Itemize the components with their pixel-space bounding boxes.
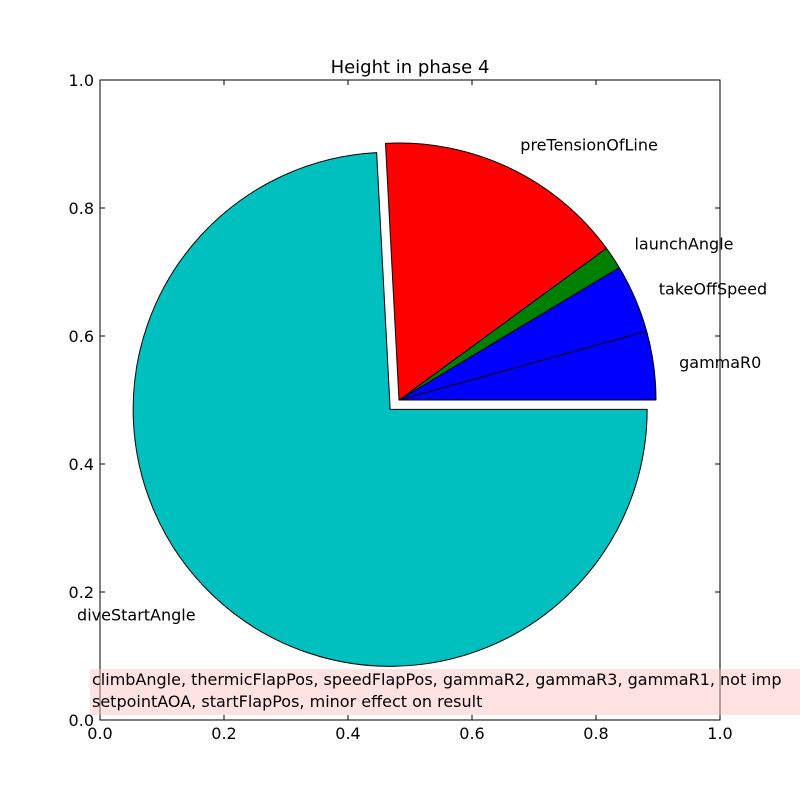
slice-label-preTensionOfLine: preTensionOfLine [520,136,658,155]
slice-label-launchAngle: launchAngle [634,235,733,254]
annotation-line-1: climbAngle, thermicFlapPos, speedFlapPos… [92,670,782,689]
x-tick-label: 0.2 [211,724,236,743]
pie-slice-preTensionOfLine [384,142,607,401]
annotation-box: climbAngle, thermicFlapPos, speedFlapPos… [90,669,800,715]
y-tick-label: 0.6 [69,327,94,346]
x-tick-label: 0.8 [583,724,608,743]
y-tick-label: 0.4 [69,455,94,474]
y-tick-label: 0.0 [69,711,94,730]
x-tick-label: 0.6 [459,724,484,743]
pie-slice-diveStartAngle [132,152,648,667]
chart-title: Height in phase 4 [331,57,490,78]
slice-label-diveStartAngle: diveStartAngle [77,605,196,624]
y-tick-label: 0.2 [69,583,94,602]
y-tick-label: 0.8 [69,199,94,218]
slice-label-takeOffSpeed: takeOffSpeed [659,279,767,298]
annotation-line-2: setpointAOA, startFlapPos, minor effect … [92,692,483,711]
ticks-layer [99,79,721,721]
x-tick-label: 0.4 [335,724,360,743]
x-tick-label: 0.0 [87,724,112,743]
axes-frame [99,79,721,721]
x-tick-label: 1.0 [707,724,732,743]
slices-layer [132,142,657,667]
y-tick-label: 1.0 [69,71,94,90]
tick-labels-layer: 0.0 0.2 0.4 0.6 0.8 1.0 0.0 0.2 0.4 0.6 0.8 1.0 [69,71,733,743]
